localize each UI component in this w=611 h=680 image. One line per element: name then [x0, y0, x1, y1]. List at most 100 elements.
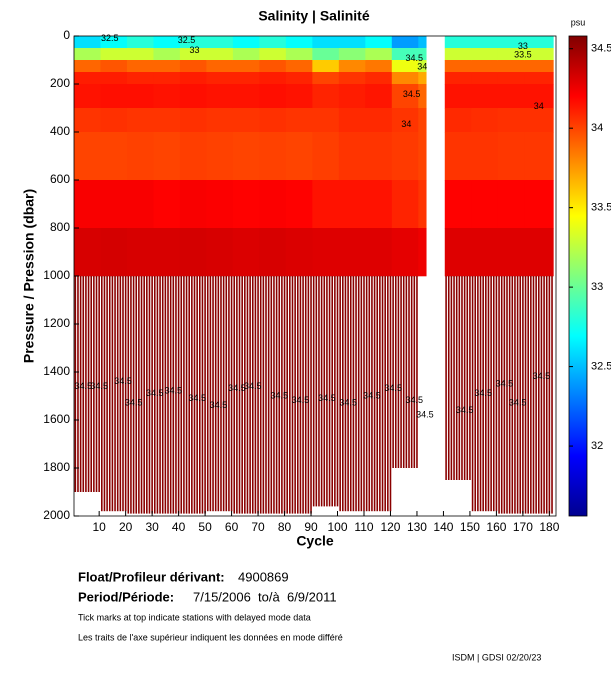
note: Tick marks at top indicate stations with… [78, 612, 311, 622]
deep-profile [103, 276, 106, 512]
salinity-cell [524, 108, 554, 133]
deep-profile [124, 276, 127, 512]
salinity-cell [126, 72, 154, 85]
salinity-cell [179, 36, 207, 49]
deep-profile [545, 276, 548, 514]
deep-profile [159, 276, 161, 514]
salinity-cell [338, 132, 366, 181]
salinity-cell [100, 60, 128, 73]
salinity-cell [418, 228, 427, 277]
deep-profile [498, 276, 500, 514]
salinity-cell [232, 228, 260, 277]
x-tick-label: 20 [119, 520, 133, 534]
salinity-cell [285, 48, 313, 61]
deep-profile [172, 276, 175, 514]
salinity-cell [74, 48, 101, 61]
deep-profile [477, 276, 479, 512]
salinity-cell [312, 84, 340, 109]
salinity-cell [259, 228, 287, 277]
deep-profile [514, 276, 516, 514]
salinity-cell [338, 36, 366, 49]
salinity-cell [312, 48, 340, 61]
salinity-cell [126, 36, 154, 49]
salinity-cell [126, 228, 154, 277]
salinity-cell [471, 60, 499, 73]
deep-profile [315, 276, 318, 507]
deep-profile [516, 276, 519, 514]
salinity-cell [285, 108, 313, 133]
deep-profile [402, 276, 405, 468]
salinity-cell [497, 60, 525, 73]
deep-profile [323, 276, 326, 507]
y-tick-label: 800 [50, 220, 70, 234]
deep-profile [405, 276, 408, 468]
deep-profile [450, 276, 453, 480]
deep-profile [254, 276, 257, 514]
salinity-cell [206, 48, 234, 61]
salinity-cell [524, 228, 554, 277]
deep-profile [389, 276, 392, 512]
deep-profile [379, 276, 381, 512]
contour-label: 34.5 [75, 381, 93, 391]
contour-label: 34.5 [456, 405, 474, 415]
x-tick-label: 180 [539, 520, 559, 534]
colorbar-tick-label: 33.5 [591, 202, 611, 214]
salinity-cell [206, 228, 234, 277]
deep-profile [320, 276, 323, 507]
contour-label: 34.5 [406, 395, 424, 405]
salinity-cell [74, 60, 101, 73]
salinity-cell [418, 72, 427, 85]
salinity-cell [524, 84, 554, 109]
salinity-cell [338, 72, 366, 85]
salinity-cell [391, 108, 419, 133]
salinity-cell [444, 132, 472, 181]
salinity-cell [100, 72, 128, 85]
salinity-cell [126, 48, 154, 61]
deep-profile [188, 276, 190, 514]
salinity-cell [444, 48, 472, 61]
salinity-cell [179, 84, 207, 109]
colorbar-tick-label: 32 [591, 440, 603, 452]
chart-title: Salinity | Salinité [258, 8, 369, 24]
period-label: Period/Période: [78, 589, 174, 604]
deep-profile [413, 276, 416, 468]
salinity-cell [444, 228, 472, 277]
y-tick-label: 600 [50, 172, 70, 186]
deep-profile [503, 276, 506, 514]
salinity-cell [524, 180, 554, 229]
contour-label: 34.5 [509, 398, 527, 408]
salinity-cell [524, 132, 554, 181]
salinity-cell [126, 132, 154, 181]
salinity-cell [232, 48, 260, 61]
contour-label: 34.5 [188, 393, 206, 403]
salinity-cell [232, 108, 260, 133]
deep-profile [384, 276, 386, 512]
salinity-cell [524, 48, 554, 61]
deep-profile [169, 276, 172, 514]
contour-label: 34 [417, 62, 427, 72]
deep-profile [466, 276, 469, 480]
deep-profile [111, 276, 114, 512]
salinity-cell [471, 36, 499, 49]
deep-profile [249, 276, 251, 514]
salinity-cell [100, 228, 128, 277]
deep-profile [360, 276, 363, 512]
deep-profile [479, 276, 482, 512]
salinity-cell [259, 48, 287, 61]
deep-profile [492, 276, 495, 512]
salinity-cell [232, 84, 260, 109]
contour-label: 34.5 [533, 371, 551, 381]
salinity-cell [418, 108, 427, 133]
salinity-cell [338, 48, 366, 61]
salinity-cell [100, 180, 128, 229]
deep-profile [177, 276, 180, 514]
salinity-cell [100, 132, 128, 181]
salinity-cell [312, 36, 340, 49]
salinity-cell [497, 36, 525, 49]
salinity-cell [179, 60, 207, 73]
salinity-cell [100, 36, 128, 49]
credit: ISDM | GDSI 02/20/23 [452, 652, 541, 662]
y-axis-label: Pressure / Pression (dbar) [21, 189, 37, 363]
deep-profile [482, 276, 484, 512]
x-tick-label: 100 [327, 520, 347, 534]
